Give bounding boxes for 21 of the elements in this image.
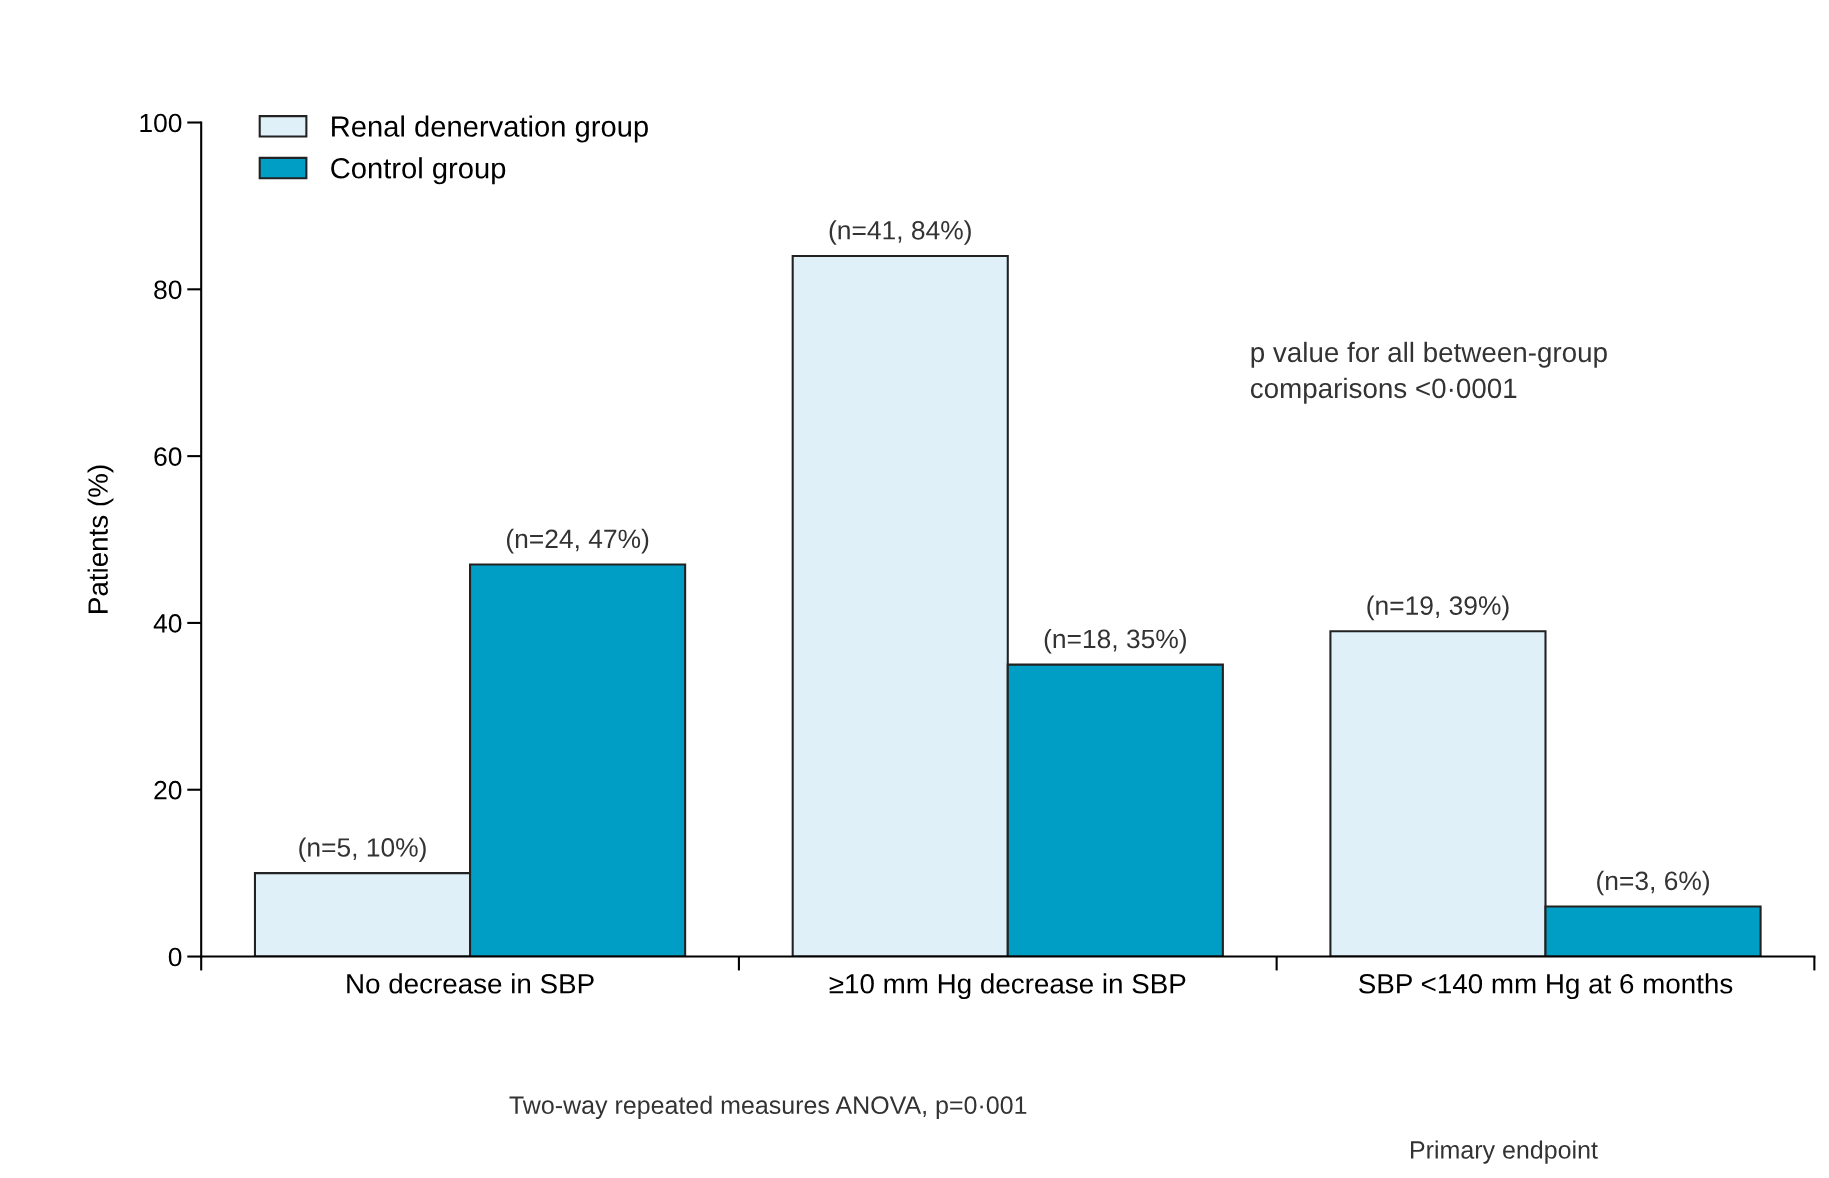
legend-label: Renal denervation group xyxy=(332,115,648,143)
x-tick-label: No decrease in SBP xyxy=(347,973,594,994)
y-tick-label: 80 xyxy=(154,280,182,300)
legend-label: Control group xyxy=(331,157,506,185)
data-label: (n=3, 6%) xyxy=(1597,870,1709,896)
y-tick-label: 40 xyxy=(153,614,182,633)
data-label: (n=18, 35%) xyxy=(1044,628,1186,654)
data-label: (n=41, 84%) xyxy=(829,220,971,245)
y-tick-label: 60 xyxy=(154,447,182,466)
y-tick-label: 20 xyxy=(154,780,182,800)
data-label: (n=5, 10%) xyxy=(299,837,426,863)
x-tick-label: ≥10 mm Hg decrease in SBP xyxy=(829,973,1186,1000)
data-label: (n=24, 47%) xyxy=(506,528,649,554)
text: Two-way repeated measures ANOVA, p=0·001 xyxy=(509,1095,1027,1119)
annotation: p value for all between-group comparisons <0·0001 xyxy=(1250,341,1607,404)
y-tick-label: 100 xyxy=(140,113,182,133)
y-tick-label: 0 xyxy=(168,947,182,967)
x-tick-label: SBP <140 mm Hg at 6 months xyxy=(1359,973,1733,1000)
data-label: (n=19, 39%) xyxy=(1367,595,1509,621)
y-axis-title: Patients (%) xyxy=(87,465,114,613)
text: Primary endpoint xyxy=(1411,1140,1598,1164)
